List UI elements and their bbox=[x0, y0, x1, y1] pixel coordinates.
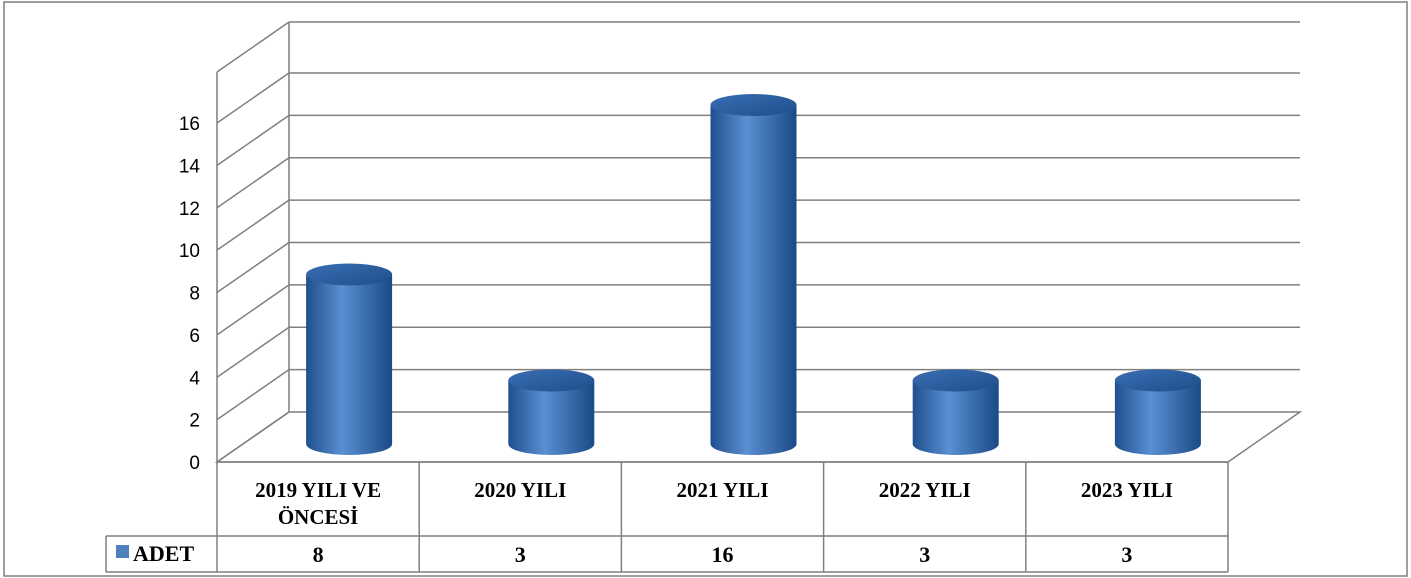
bars bbox=[306, 94, 1201, 455]
data-label: 8 bbox=[313, 542, 324, 567]
y-tick-label: 12 bbox=[179, 199, 200, 220]
bar-top bbox=[508, 369, 595, 392]
gridline-side bbox=[216, 114, 290, 166]
y-tick-label: 2 bbox=[189, 411, 200, 432]
y-tick-label: 14 bbox=[179, 156, 201, 177]
category-label: 2022 YILI bbox=[879, 478, 971, 502]
gridline-side bbox=[216, 284, 290, 336]
category-label: 2023 YILI bbox=[1081, 478, 1173, 502]
gridline-side bbox=[216, 199, 290, 251]
data-label: 3 bbox=[1121, 542, 1132, 567]
gridline-side bbox=[216, 369, 290, 421]
bar-body bbox=[1114, 380, 1201, 455]
bar bbox=[1114, 369, 1201, 455]
y-tick-label: 0 bbox=[189, 453, 200, 474]
axes: 0 2 4 6 8 10 12 14 16 bbox=[179, 72, 218, 474]
bar-top bbox=[912, 369, 999, 392]
y-tick-label: 8 bbox=[189, 284, 200, 305]
bar bbox=[508, 369, 595, 455]
bar-body bbox=[508, 380, 595, 455]
gridline-side bbox=[216, 72, 290, 124]
y-tick-label: 4 bbox=[189, 368, 200, 389]
data-label: 16 bbox=[712, 542, 734, 567]
bar bbox=[912, 369, 999, 455]
legend-swatch bbox=[116, 545, 129, 558]
gridline-side bbox=[216, 157, 290, 209]
y-tick-label: 16 bbox=[179, 114, 200, 135]
category-label: 2019 YILI VE bbox=[255, 478, 381, 502]
bar-top bbox=[710, 94, 797, 116]
bar-top bbox=[306, 263, 393, 286]
category-label: 2021 YILI bbox=[677, 478, 769, 502]
y-tick-label: 10 bbox=[179, 241, 200, 262]
category-label: ÖNCESİ bbox=[278, 505, 359, 529]
chart-border bbox=[3, 1, 1408, 577]
bar-body bbox=[710, 105, 797, 455]
side-wall-top-edge bbox=[216, 21, 290, 73]
bar bbox=[710, 94, 797, 455]
data-label: 3 bbox=[919, 542, 930, 567]
y-tick-label: 6 bbox=[189, 326, 200, 347]
gridline-side bbox=[216, 241, 290, 294]
data-table: 2019 YILI VE ÖNCESİ 2020 YILI 2021 YILI 2022… bbox=[105, 461, 1229, 573]
bar-body bbox=[306, 274, 393, 455]
gridline-side bbox=[216, 326, 290, 378]
bar-body bbox=[912, 380, 999, 455]
data-label: 3 bbox=[515, 542, 526, 567]
bar bbox=[306, 263, 393, 455]
bar-top bbox=[1114, 369, 1201, 392]
category-label: 2020 YILI bbox=[474, 478, 566, 502]
legend-label: ADET bbox=[133, 541, 194, 566]
